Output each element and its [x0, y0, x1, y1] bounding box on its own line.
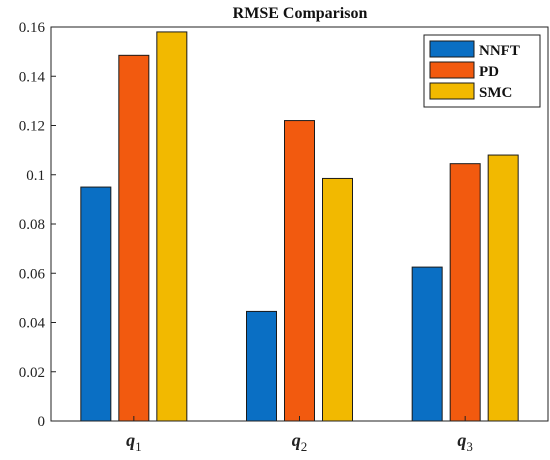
bar-smc-q3 [487, 154, 519, 422]
legend-swatch-nnft [429, 40, 475, 58]
x-tick-label: q1 [126, 430, 142, 454]
bar-pd-q2 [284, 120, 315, 422]
y-tick-label: 0 [38, 414, 46, 430]
legend-label-nnft: NNFT [479, 43, 520, 59]
y-tick-label: 0.16 [19, 20, 46, 36]
bar-pd-q1 [118, 54, 150, 422]
bar-smc-q2 [322, 177, 353, 422]
bar-pd-q3 [449, 163, 481, 422]
y-tick-label: 0.06 [19, 266, 46, 282]
y-tick-label: 0.04 [19, 316, 46, 332]
bar-smc-q1 [156, 31, 188, 422]
y-tick-label: 0.08 [19, 217, 45, 233]
y-tick-label: 0.14 [19, 69, 46, 85]
legend-label-pd: PD [479, 64, 499, 80]
chart-title: RMSE Comparison [233, 5, 368, 22]
bar-nnft-q2 [246, 310, 277, 422]
legend-swatch-pd [429, 61, 475, 79]
x-tick-label: q2 [292, 430, 308, 454]
y-axis-ticks: 0 0.02 0.04 0.06 0.08 0.1 0.12 0.14 0.16 [19, 20, 56, 430]
legend-swatch-smc [429, 82, 475, 100]
legend: NNFT PD SMC [423, 34, 541, 108]
y-tick-label: 0.02 [19, 365, 45, 381]
plot-frame [50, 26, 549, 422]
x-axis-labels: q1 q2 q3 [126, 416, 473, 454]
bar-nnft-q1 [80, 186, 112, 422]
x-tick-label: q3 [457, 430, 473, 454]
legend-label-smc: SMC [479, 85, 512, 101]
bar-nnft-q3 [411, 266, 443, 422]
y-tick-label: 0.12 [19, 119, 45, 135]
y-tick-label: 0.1 [26, 168, 45, 184]
bars [80, 31, 519, 422]
